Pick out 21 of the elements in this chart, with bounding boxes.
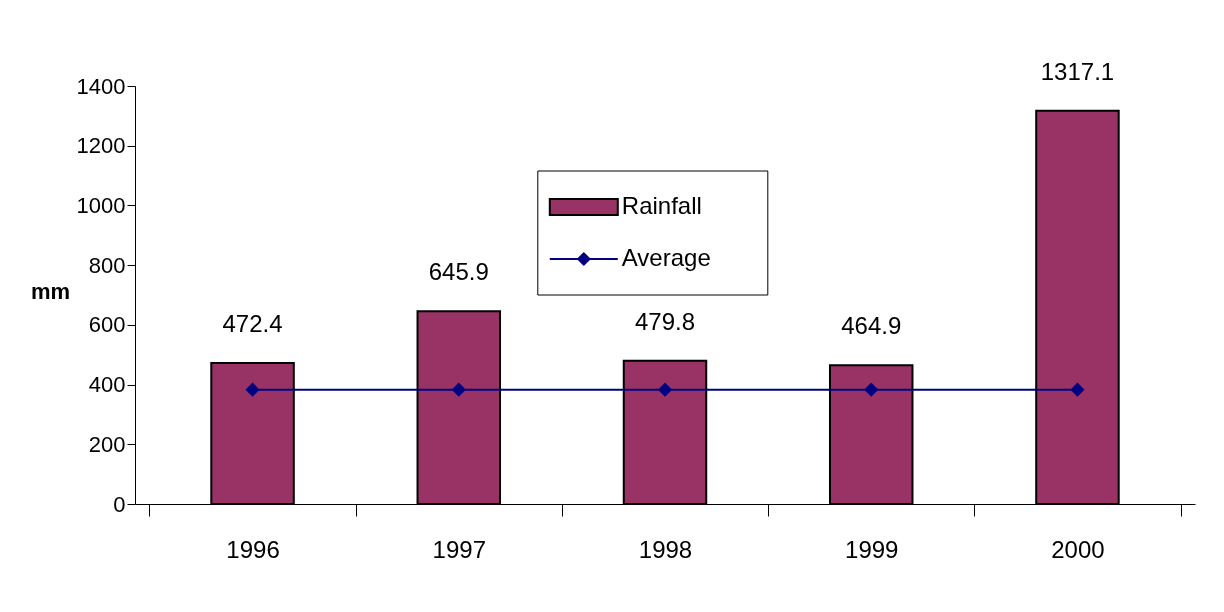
data-label: 472.4 — [222, 309, 283, 337]
y-tick-label: 200 — [88, 431, 126, 457]
x-tick-label: 1997 — [432, 535, 486, 563]
y-tick-label: 800 — [88, 252, 126, 278]
data-label: 479.8 — [634, 307, 696, 335]
x-tick-label: 2000 — [1051, 535, 1105, 563]
legend-label: Average — [621, 244, 711, 271]
y-tick-label: 1200 — [76, 133, 126, 159]
y-tick-label: 1400 — [76, 73, 126, 99]
legend-label: Rainfall — [621, 192, 702, 219]
x-tick-label: 1998 — [638, 535, 693, 563]
y-tick-label: 600 — [88, 312, 126, 338]
data-label: 645.9 — [428, 258, 489, 286]
data-label: 464.9 — [841, 312, 902, 340]
data-label: 1317.1 — [1040, 57, 1115, 85]
y-tick-label: 1000 — [76, 192, 126, 218]
x-tick-label: 1999 — [845, 535, 899, 563]
y-axis-title: mm — [30, 278, 71, 304]
x-tick-label: 1996 — [226, 535, 280, 563]
y-tick-label: 0 — [113, 491, 126, 517]
y-tick-label: 400 — [88, 372, 126, 398]
